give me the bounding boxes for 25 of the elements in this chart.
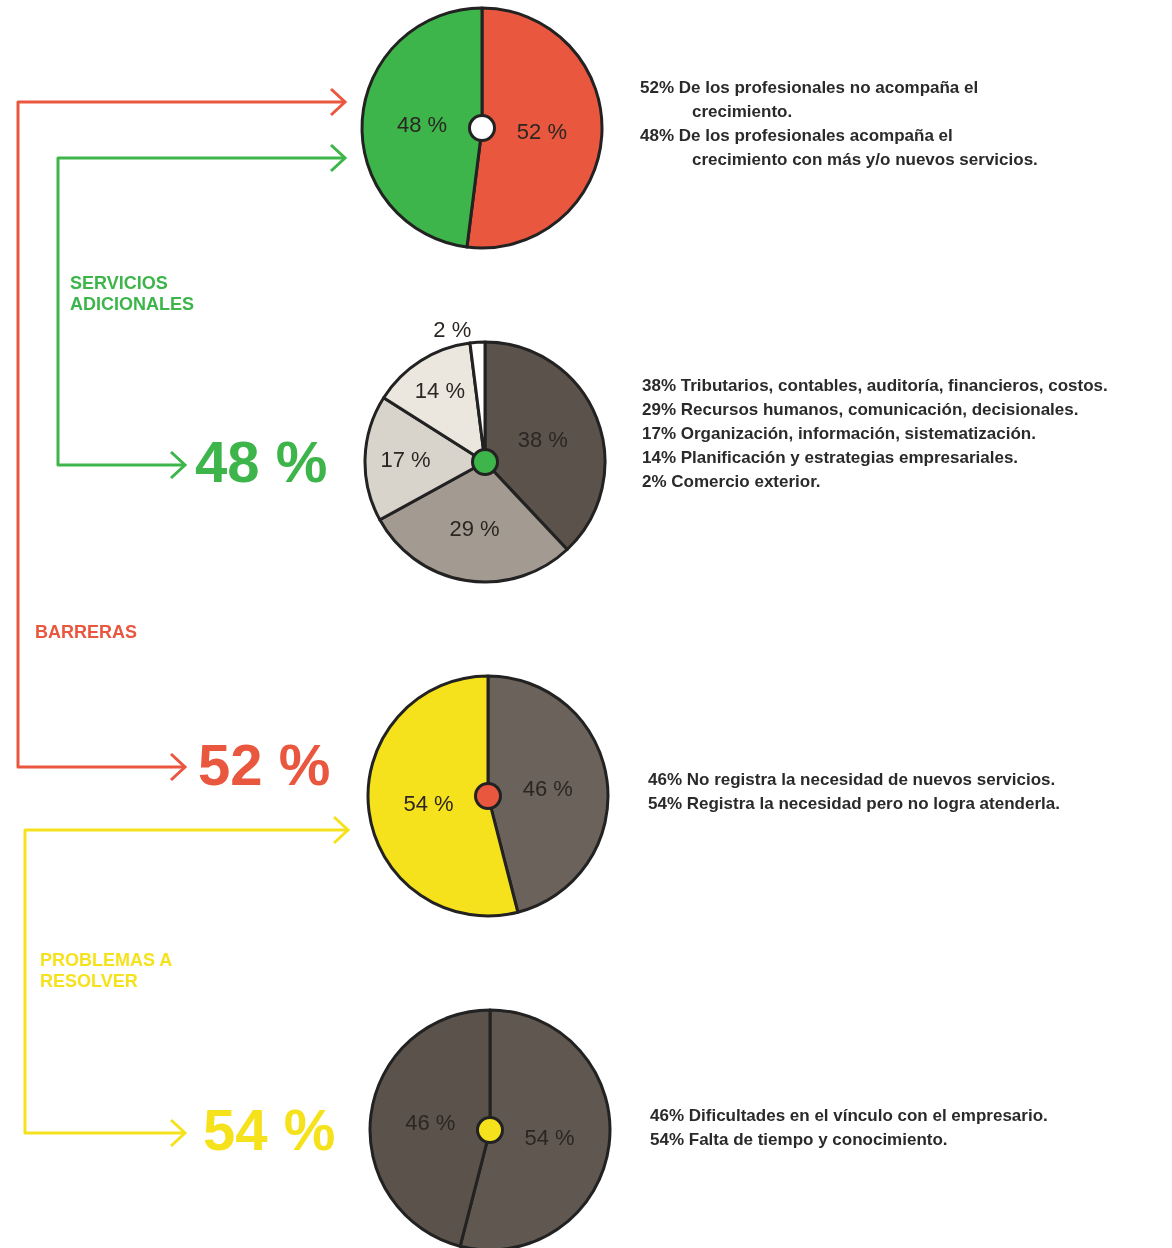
- data-label: 46 %: [522, 775, 573, 801]
- text: BARRERAS: [35, 622, 138, 643]
- text: 52 %: [198, 732, 331, 797]
- text: 38% Tributarios, contables, auditoría, financieros, costos.: [642, 375, 1109, 397]
- text: 17% Organización, información, sistematización.: [642, 423, 1037, 445]
- text: SERVICIOS ADICIONALES: [70, 273, 195, 315]
- text: 48 %: [195, 429, 328, 494]
- text: 54% Registra la necesidad pero no logra atenderla.: [648, 793, 1061, 815]
- text: 54% Falta de tiempo y conocimiento.: [650, 1129, 949, 1151]
- data-label: 29 %: [449, 515, 500, 541]
- text: 46% Dificultades en el vínculo con el empresario.: [650, 1105, 1049, 1127]
- text: 14% Planificación y estrategias empresariales.: [642, 447, 1020, 469]
- text: 46% No registra la necesidad de nuevos servicios.: [648, 769, 1057, 791]
- text: 54 %: [203, 1097, 336, 1162]
- data-label: 17 %: [380, 447, 431, 472]
- data-label: 14 %: [414, 378, 465, 404]
- text: 29% Recursos humanos, comunicación, decisionales.: [642, 399, 1080, 421]
- text: 52% De los profesionales no acompaña el crecimiento.: [640, 77, 980, 123]
- data-label: 2 %: [433, 317, 472, 343]
- text: PROBLEMAS A RESOLVER: [40, 950, 173, 992]
- data-label: 52 %: [516, 119, 567, 145]
- text: 48% De los profesionales acompaña el crecimiento con más y/o nuevos servicios.: [640, 125, 1039, 171]
- text: 2% Comercio exterior.: [642, 471, 822, 493]
- data-label: 48 %: [396, 111, 448, 137]
- data-label: 54 %: [403, 791, 454, 817]
